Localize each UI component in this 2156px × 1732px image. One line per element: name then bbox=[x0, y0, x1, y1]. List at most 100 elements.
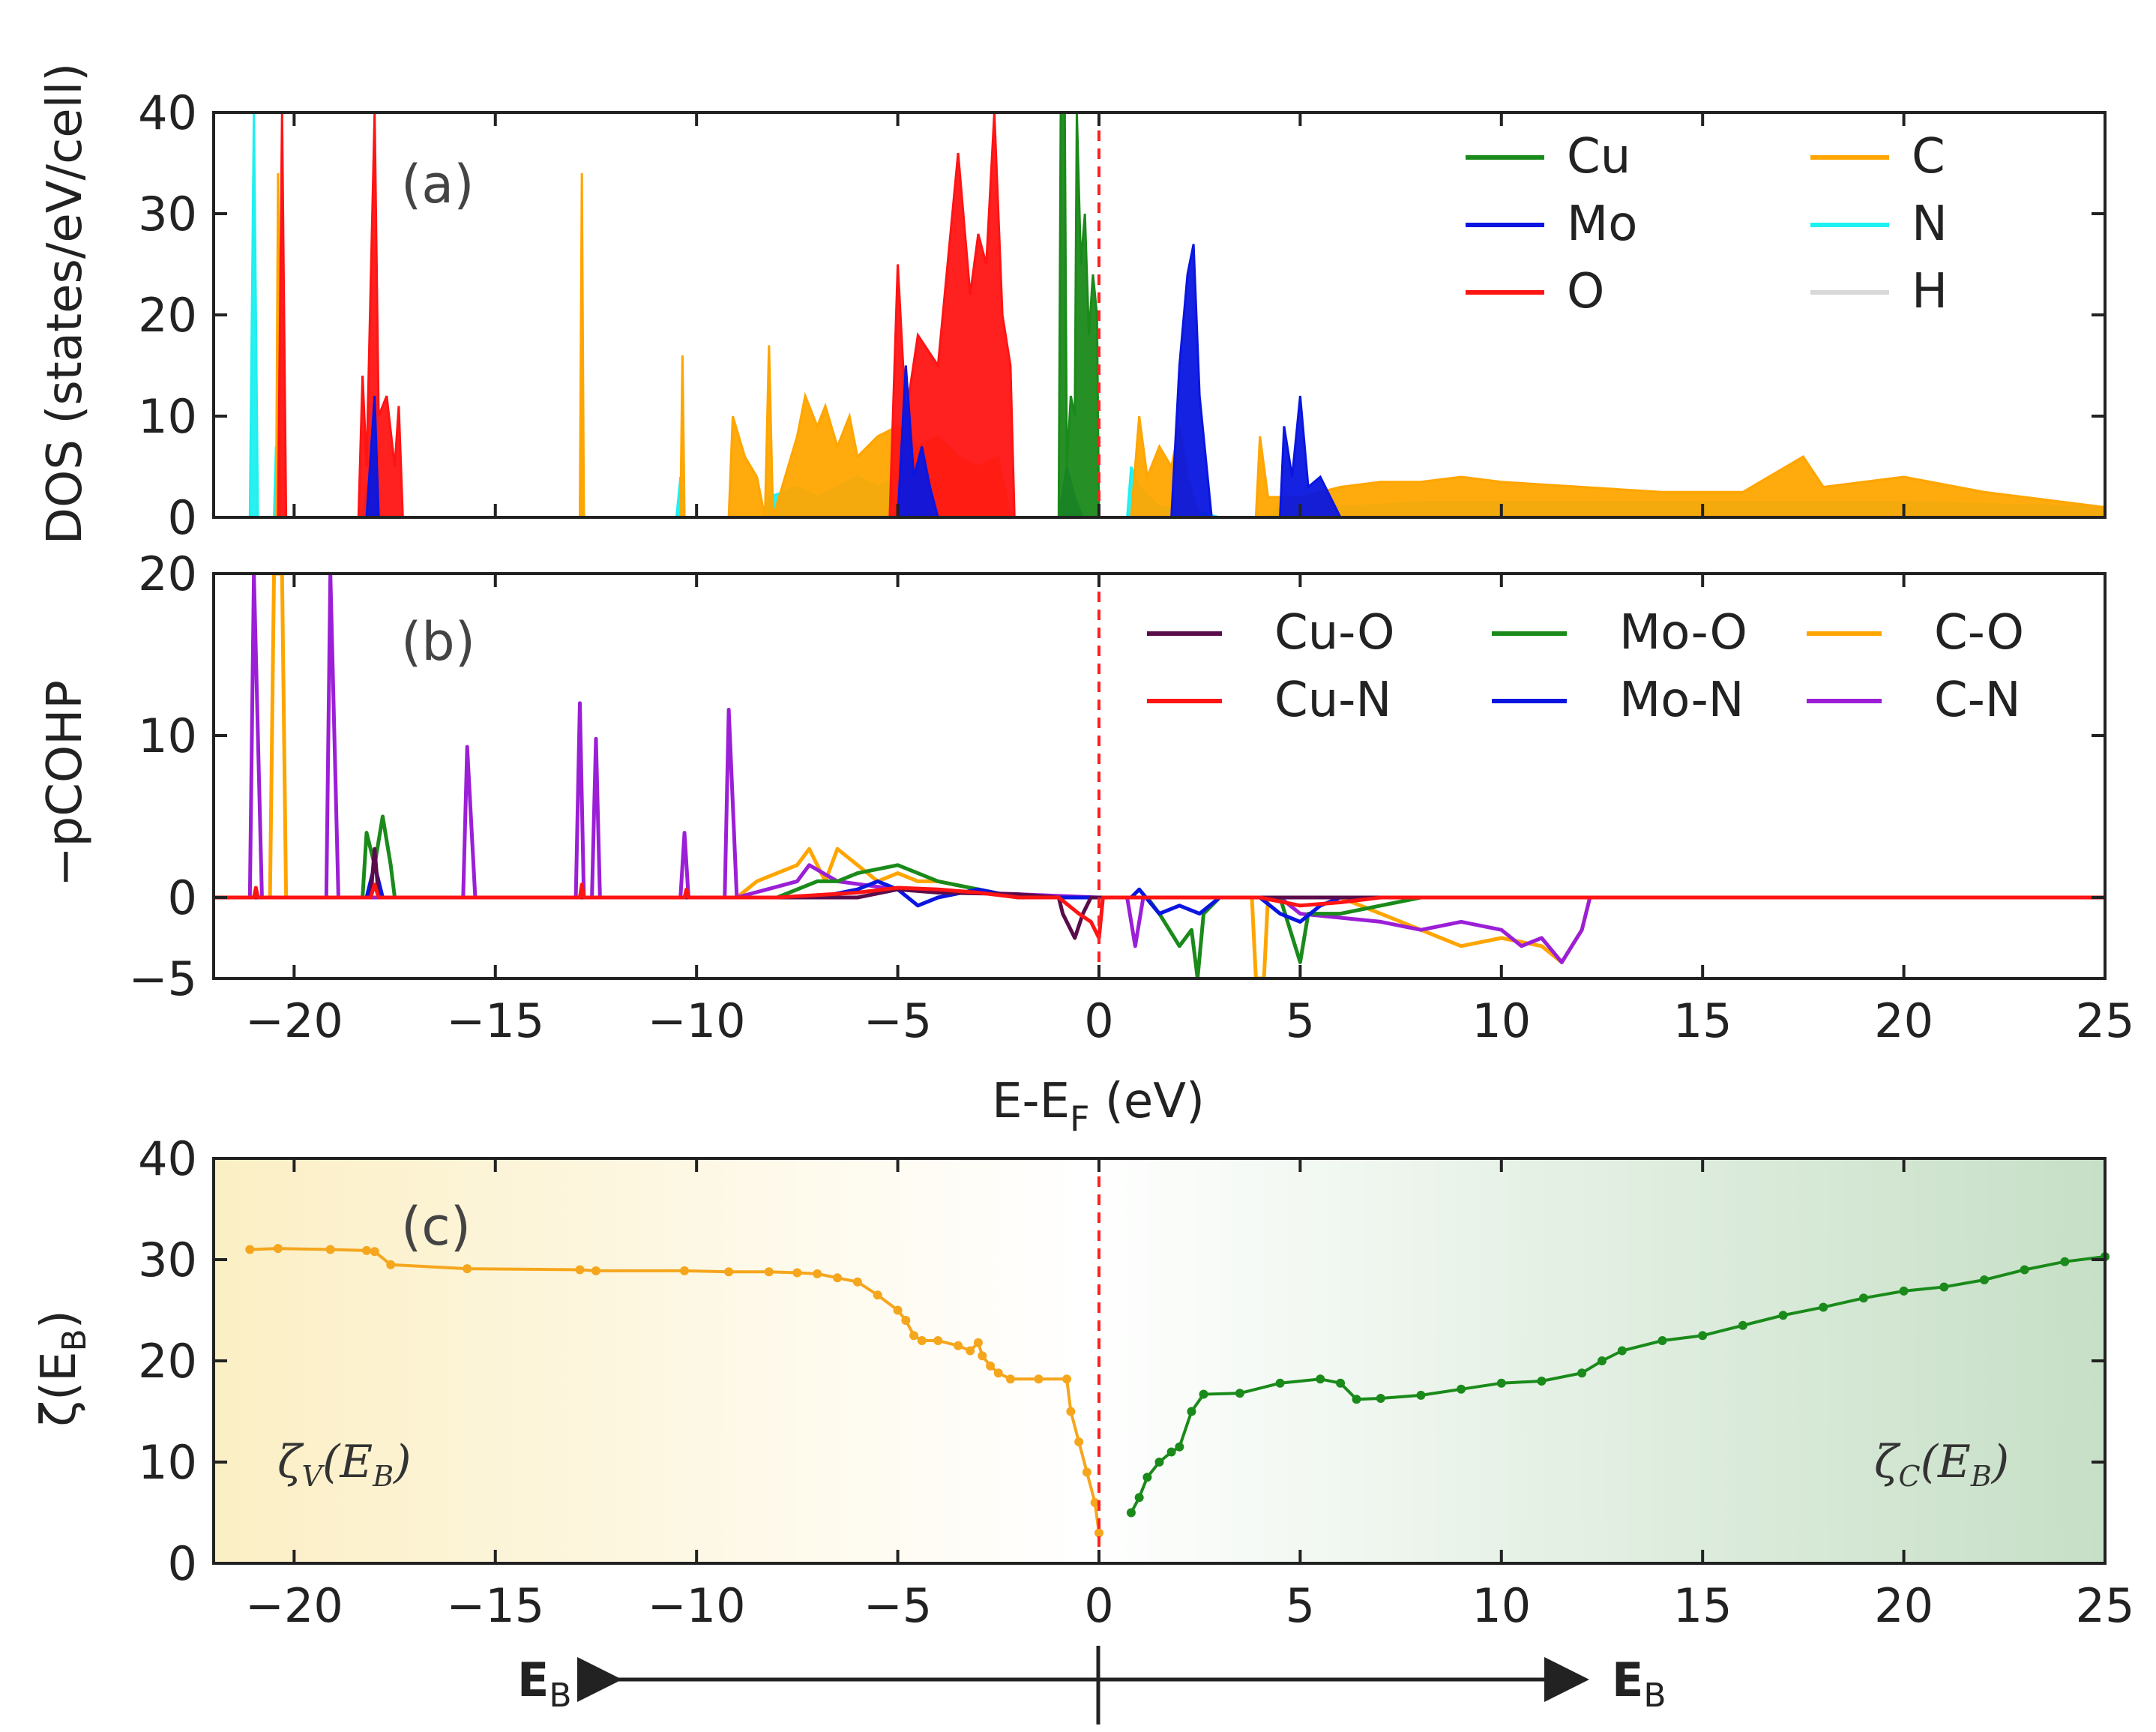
legend-label-H: H bbox=[1912, 264, 1948, 319]
x-axis-title-tail: (eV) bbox=[1090, 1074, 1205, 1129]
legend-label-Mo: Mo bbox=[1567, 196, 1637, 252]
zeta-v-sub2: B bbox=[372, 1460, 394, 1493]
zeta-point bbox=[986, 1361, 996, 1371]
x-tick-label: 25 bbox=[2076, 1578, 2135, 1633]
panel-b-frame bbox=[212, 572, 2107, 980]
zeta-point bbox=[833, 1273, 843, 1283]
zeta-c-sub: C bbox=[1899, 1460, 1921, 1493]
x-tick-label: 5 bbox=[1286, 993, 1315, 1048]
x-tick-label: −10 bbox=[648, 993, 746, 1048]
eb-right-label: EB bbox=[1612, 1653, 1666, 1715]
panel-a: 0 10 20 30 40 (a) DOS (states/eV/cell) Cu Mo O… bbox=[37, 63, 2107, 545]
panel-b-tag: (b) bbox=[401, 611, 475, 673]
x-tick-label: 0 bbox=[1084, 1578, 1113, 1633]
y-tick-label: 10 bbox=[138, 389, 197, 444]
legend-label-Cu-O: Cu-O bbox=[1274, 605, 1395, 661]
x-tick-label: 15 bbox=[1673, 993, 1732, 1048]
zeta-point bbox=[1034, 1374, 1044, 1384]
zeta-c-tail: (E bbox=[1921, 1436, 1971, 1488]
zeta-point bbox=[1496, 1378, 1506, 1388]
zeta-point bbox=[1899, 1286, 1909, 1296]
zeta-point bbox=[1275, 1378, 1285, 1388]
zeta-point bbox=[361, 1245, 371, 1255]
panel-a-x-ticks bbox=[292, 112, 2107, 517]
zeta-point bbox=[792, 1268, 802, 1278]
zeta-point bbox=[966, 1346, 975, 1356]
legend-label-O: O bbox=[1567, 264, 1604, 319]
zeta-point bbox=[591, 1266, 600, 1275]
dos-series-O bbox=[277, 112, 1016, 517]
zeta-point bbox=[386, 1260, 396, 1269]
zeta-point bbox=[1126, 1508, 1136, 1518]
zeta-point bbox=[1235, 1389, 1244, 1398]
legend-label-C-N: C-N bbox=[1934, 673, 2021, 728]
zeta-point bbox=[2060, 1257, 2070, 1266]
dos-series-Mo bbox=[365, 244, 1342, 517]
zeta-point bbox=[1376, 1393, 1385, 1403]
eb-right-main: E bbox=[1612, 1653, 1643, 1707]
x-tick-label: 10 bbox=[1472, 993, 1531, 1048]
zeta-v-symbol: ζ bbox=[277, 1436, 304, 1488]
x-axis-title-sub: F bbox=[1070, 1098, 1089, 1139]
zeta-point bbox=[1166, 1447, 1176, 1457]
zeta-point bbox=[1352, 1395, 1361, 1404]
panel-a-y-axis-title: DOS (states/eV/cell) bbox=[37, 63, 93, 544]
zeta-point bbox=[1698, 1331, 1708, 1341]
x-axis-title-main: E-E bbox=[992, 1074, 1070, 1129]
zeta-point bbox=[2020, 1265, 2029, 1275]
zeta-point bbox=[893, 1305, 903, 1315]
zeta-point bbox=[325, 1245, 335, 1254]
zeta-point bbox=[909, 1331, 919, 1341]
y-tick-label: −5 bbox=[129, 951, 197, 1006]
x-tick-label: 20 bbox=[1874, 993, 1933, 1048]
zeta-series-0 bbox=[250, 1247, 1100, 1533]
zeta-point bbox=[1094, 1528, 1103, 1538]
x-tick-label: 20 bbox=[1874, 1578, 1933, 1633]
panel-c-background-gradient bbox=[214, 1158, 2105, 1563]
x-axis-title: E-EF (eV) bbox=[992, 1074, 1205, 1139]
zeta-point bbox=[1597, 1356, 1607, 1365]
x-tick-label: −20 bbox=[245, 993, 343, 1048]
zeta-point bbox=[1082, 1467, 1091, 1477]
zeta-point bbox=[917, 1336, 927, 1345]
zeta-v-tail: (E bbox=[322, 1436, 373, 1488]
panel-b-y-ticks: −5 0 10 20 bbox=[129, 547, 2105, 1006]
y-tick-label: 20 bbox=[138, 547, 197, 601]
zeta-point bbox=[973, 1338, 983, 1347]
y-tick-label: 20 bbox=[138, 1334, 197, 1389]
legend-label-Mo-O: Mo-O bbox=[1619, 605, 1747, 661]
legend-label-Mo-N: Mo-N bbox=[1619, 673, 1744, 728]
y-tick-label: 10 bbox=[138, 1435, 197, 1490]
y-tick-label: 10 bbox=[138, 709, 197, 763]
eb-right-sub: B bbox=[1643, 1677, 1666, 1715]
zeta-point bbox=[1577, 1368, 1587, 1378]
panel-a-series bbox=[248, 112, 2105, 517]
zeta-v-label: ζV(EB) bbox=[277, 1436, 412, 1493]
x-tick-label: 5 bbox=[1286, 1578, 1315, 1633]
y-tick-label: 40 bbox=[138, 1131, 197, 1186]
zeta-point bbox=[1316, 1374, 1325, 1384]
x-tick-label: −15 bbox=[446, 1578, 544, 1633]
zeta-point bbox=[1154, 1458, 1164, 1467]
eb-left-main: E bbox=[517, 1653, 549, 1707]
legend-label-Cu: Cu bbox=[1567, 129, 1630, 184]
y-tick-label: 0 bbox=[168, 870, 197, 925]
zeta-point bbox=[1074, 1437, 1084, 1446]
y-tick-label: 30 bbox=[138, 187, 197, 241]
panel-c-x-ticks: −20 −15 −10 −5 0 5 10 15 20 25 bbox=[245, 1158, 2135, 1633]
zeta-v-end: ) bbox=[392, 1436, 411, 1488]
zeta-point bbox=[901, 1316, 911, 1325]
x-tick-label: −5 bbox=[864, 993, 932, 1048]
x-tick-label: 0 bbox=[1084, 993, 1113, 1048]
zeta-point bbox=[1005, 1374, 1015, 1384]
zeta-c-label: ζC(EB) bbox=[1874, 1436, 2009, 1493]
y-tick-label: 30 bbox=[138, 1233, 197, 1287]
zeta-point bbox=[1979, 1275, 1989, 1284]
zeta-point bbox=[1336, 1378, 1346, 1388]
zeta-point bbox=[1199, 1389, 1208, 1399]
zeta-c-sub2: B bbox=[1970, 1460, 1992, 1493]
legend-label-N: N bbox=[1912, 196, 1948, 252]
panel-c-series bbox=[245, 1244, 2110, 1538]
legend-label-Cu-N: Cu-N bbox=[1274, 673, 1391, 728]
